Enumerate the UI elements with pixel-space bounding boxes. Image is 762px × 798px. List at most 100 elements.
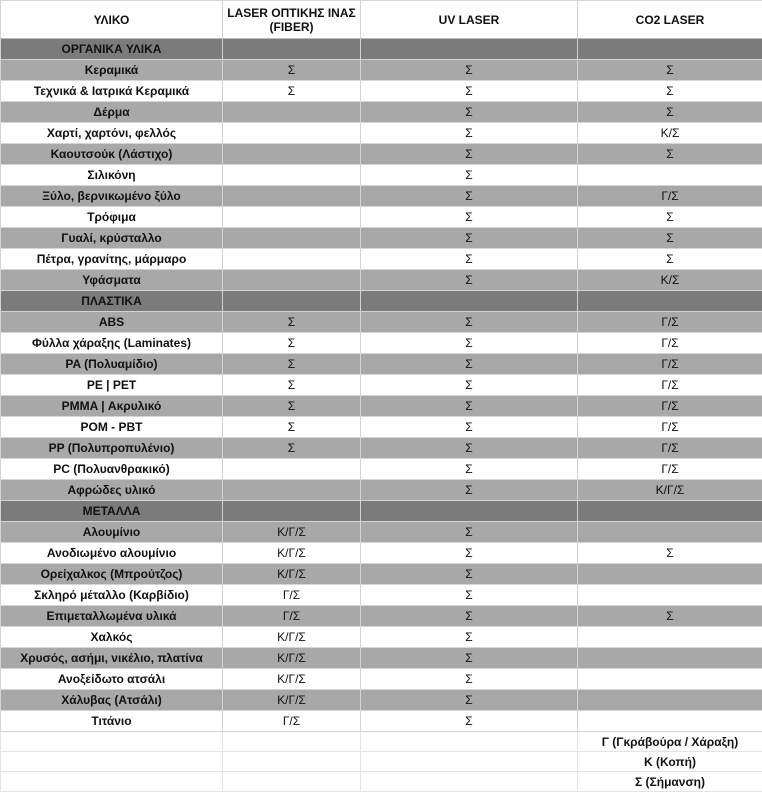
co2-laser-cell xyxy=(577,626,762,648)
material-cell: Τεχνικά & Ιατρικά Κεραμικά xyxy=(0,80,223,102)
material-cell: Ξύλο, βερνικωμένο ξύλο xyxy=(0,185,223,207)
fiber-laser-cell: Κ/Γ/Σ xyxy=(222,563,361,585)
section-cell xyxy=(360,500,578,522)
table-row: Καουτσούκ (Λάστιχο) Σ Σ xyxy=(0,143,762,165)
legend-item: Σ (Σήμανση) xyxy=(577,771,762,792)
uv-laser-cell: Σ xyxy=(360,164,578,186)
uv-laser-cell: Σ xyxy=(360,626,578,648)
section-cell xyxy=(360,290,578,312)
fiber-laser-cell: Σ xyxy=(222,80,361,102)
material-cell: Αλουμίνιο xyxy=(0,521,223,543)
uv-laser-cell: Σ xyxy=(360,59,578,81)
empty-cell xyxy=(222,751,361,772)
fiber-laser-cell: Κ/Γ/Σ xyxy=(222,689,361,711)
fiber-laser-cell xyxy=(222,206,361,228)
section-cell xyxy=(222,290,361,312)
co2-laser-cell xyxy=(577,647,762,669)
fiber-laser-cell: Κ/Γ/Σ xyxy=(222,521,361,543)
co2-laser-cell xyxy=(577,563,762,585)
co2-laser-cell xyxy=(577,710,762,732)
co2-laser-cell: Γ/Σ xyxy=(577,332,762,354)
co2-laser-cell: Σ xyxy=(577,143,762,165)
uv-laser-cell: Σ xyxy=(360,416,578,438)
material-cell: Ανοδιωμένο αλουμίνιο xyxy=(0,542,223,564)
co2-laser-cell: Κ/Σ xyxy=(577,269,762,291)
fiber-laser-cell: Κ/Γ/Σ xyxy=(222,647,361,669)
co2-laser-cell: Γ/Σ xyxy=(577,374,762,396)
fiber-laser-cell: Κ/Γ/Σ xyxy=(222,626,361,648)
fiber-laser-cell: Γ/Σ xyxy=(222,710,361,732)
legend-row: Γ (Γκράβούρα / Χάραξη) xyxy=(0,731,762,752)
header-fiber-laser: LASER ΟΠΤΙΚΗΣ ΙΝΑΣ (FIBER) xyxy=(222,0,361,39)
section-title: ΠΛΑΣΤΙΚΑ xyxy=(0,290,223,312)
empty-cell xyxy=(360,771,578,792)
material-cell: Χρυσός, ασήμι, νικέλιο, πλατίνα xyxy=(0,647,223,669)
uv-laser-cell: Σ xyxy=(360,101,578,123)
fiber-laser-cell: Γ/Σ xyxy=(222,605,361,627)
material-cell: Επιμεταλλωμένα υλικά xyxy=(0,605,223,627)
fiber-laser-cell xyxy=(222,164,361,186)
table-row: ABS Σ Σ Γ/Σ xyxy=(0,311,762,333)
material-cell: PC (Πολυανθρακικό) xyxy=(0,458,223,480)
uv-laser-cell: Σ xyxy=(360,143,578,165)
empty-cell xyxy=(0,731,223,752)
uv-laser-cell: Σ xyxy=(360,227,578,249)
table-row: Ορείχαλκος (Μπρούτζος) Κ/Γ/Σ Σ xyxy=(0,563,762,585)
material-cell: Ανοξείδωτο ατσάλι xyxy=(0,668,223,690)
table-row: Σιλικόνη Σ xyxy=(0,164,762,186)
section-cell xyxy=(360,38,578,60)
uv-laser-cell: Σ xyxy=(360,458,578,480)
section-cell xyxy=(577,38,762,60)
legend-row: Κ (Κοπή) xyxy=(0,751,762,772)
table-row: Επιμεταλλωμένα υλικά Γ/Σ Σ Σ xyxy=(0,605,762,627)
material-cell: Δέρμα xyxy=(0,101,223,123)
uv-laser-cell: Σ xyxy=(360,80,578,102)
uv-laser-cell: Σ xyxy=(360,521,578,543)
empty-cell xyxy=(360,751,578,772)
material-cell: Ορείχαλκος (Μπρούτζος) xyxy=(0,563,223,585)
co2-laser-cell: Σ xyxy=(577,605,762,627)
material-cell: PA (Πολυαμίδιο) xyxy=(0,353,223,375)
section-title: ΜΕΤΑΛΛΑ xyxy=(0,500,223,522)
empty-cell xyxy=(222,771,361,792)
section-title: ΟΡΓΑΝΙΚΑ ΥΛΙΚΑ xyxy=(0,38,223,60)
uv-laser-cell: Σ xyxy=(360,479,578,501)
material-cell: PMMA | Ακρυλικό xyxy=(0,395,223,417)
uv-laser-cell: Σ xyxy=(360,311,578,333)
uv-laser-cell: Σ xyxy=(360,647,578,669)
table-row: Σκληρό μέταλλο (Καρβίδιο) Γ/Σ Σ xyxy=(0,584,762,606)
table-row: Αλουμίνιο Κ/Γ/Σ Σ xyxy=(0,521,762,543)
fiber-laser-cell xyxy=(222,248,361,270)
uv-laser-cell: Σ xyxy=(360,710,578,732)
uv-laser-cell: Σ xyxy=(360,605,578,627)
co2-laser-cell: Κ/Γ/Σ xyxy=(577,479,762,501)
section-header-row: ΟΡΓΑΝΙΚΑ ΥΛΙΚΑ xyxy=(0,38,762,60)
table-row: Χαρτί, χαρτόνι, φελλός Σ Κ/Σ xyxy=(0,122,762,144)
fiber-laser-cell: Κ/Γ/Σ xyxy=(222,668,361,690)
section-cell xyxy=(577,290,762,312)
co2-laser-cell xyxy=(577,584,762,606)
fiber-laser-cell xyxy=(222,227,361,249)
co2-laser-cell: Γ/Σ xyxy=(577,185,762,207)
table-row: Χαλκός Κ/Γ/Σ Σ xyxy=(0,626,762,648)
table-row: Πέτρα, γρανίτης, μάρμαρο Σ Σ xyxy=(0,248,762,270)
header-row: ΥΛΙΚΟ LASER ΟΠΤΙΚΗΣ ΙΝΑΣ (FIBER) UV LASE… xyxy=(0,0,762,39)
fiber-laser-cell: Σ xyxy=(222,353,361,375)
material-cell: Χάλυβας (Ατσάλι) xyxy=(0,689,223,711)
table-row: POM - PBT Σ Σ Γ/Σ xyxy=(0,416,762,438)
material-cell: ABS xyxy=(0,311,223,333)
material-cell: Κεραμικά xyxy=(0,59,223,81)
legend-item: Γ (Γκράβούρα / Χάραξη) xyxy=(577,731,762,752)
co2-laser-cell: Σ xyxy=(577,542,762,564)
table-row: PC (Πολυανθρακικό) Σ Γ/Σ xyxy=(0,458,762,480)
co2-laser-cell xyxy=(577,689,762,711)
fiber-laser-cell: Σ xyxy=(222,374,361,396)
table-row: Ανοδιωμένο αλουμίνιο Κ/Γ/Σ Σ Σ xyxy=(0,542,762,564)
legend-item: Κ (Κοπή) xyxy=(577,751,762,772)
material-cell: Καουτσούκ (Λάστιχο) xyxy=(0,143,223,165)
empty-cell xyxy=(360,731,578,752)
uv-laser-cell: Σ xyxy=(360,185,578,207)
uv-laser-cell: Σ xyxy=(360,353,578,375)
material-cell: Γυαλί, κρύσταλλο xyxy=(0,227,223,249)
